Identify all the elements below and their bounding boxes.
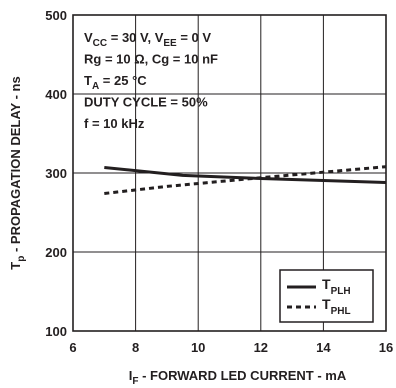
x-tick-label: 16 bbox=[379, 340, 393, 355]
legend-label-plh: TPLH bbox=[322, 276, 351, 297]
x-axis-title: IF - FORWARD LED CURRENT - mA bbox=[129, 368, 347, 387]
legend-label-phl: TPHL bbox=[322, 296, 351, 317]
y-tick-label: 100 bbox=[45, 324, 67, 339]
y-tick-label: 300 bbox=[45, 166, 67, 181]
plot-frame bbox=[72, 14, 387, 332]
condition-annotation: Rg = 10 Ω, Cg = 10 nF bbox=[84, 52, 218, 67]
y-axis-title: Tp - PROPAGATION DELAY - ns bbox=[8, 76, 27, 269]
legend-box bbox=[279, 269, 374, 323]
condition-annotation: f = 10 kHz bbox=[84, 116, 145, 131]
x-tick-label: 8 bbox=[132, 340, 139, 355]
x-tick-label: 14 bbox=[316, 340, 331, 355]
y-tick-label: 200 bbox=[45, 245, 67, 260]
series-line-phl bbox=[104, 165, 387, 195]
x-tick-label: 10 bbox=[191, 340, 205, 355]
y-tick-label: 500 bbox=[45, 8, 67, 23]
condition-annotation: DUTY CYCLE = 50% bbox=[84, 95, 208, 110]
condition-annotation: VCC = 30 V, VEE = 0 V bbox=[84, 30, 211, 49]
x-tick-label: 12 bbox=[254, 340, 268, 355]
condition-annotation: TA = 25 °C bbox=[84, 73, 147, 92]
series-line-plh bbox=[104, 166, 387, 184]
x-tick-label: 6 bbox=[69, 340, 76, 355]
y-tick-label: 400 bbox=[45, 87, 67, 102]
